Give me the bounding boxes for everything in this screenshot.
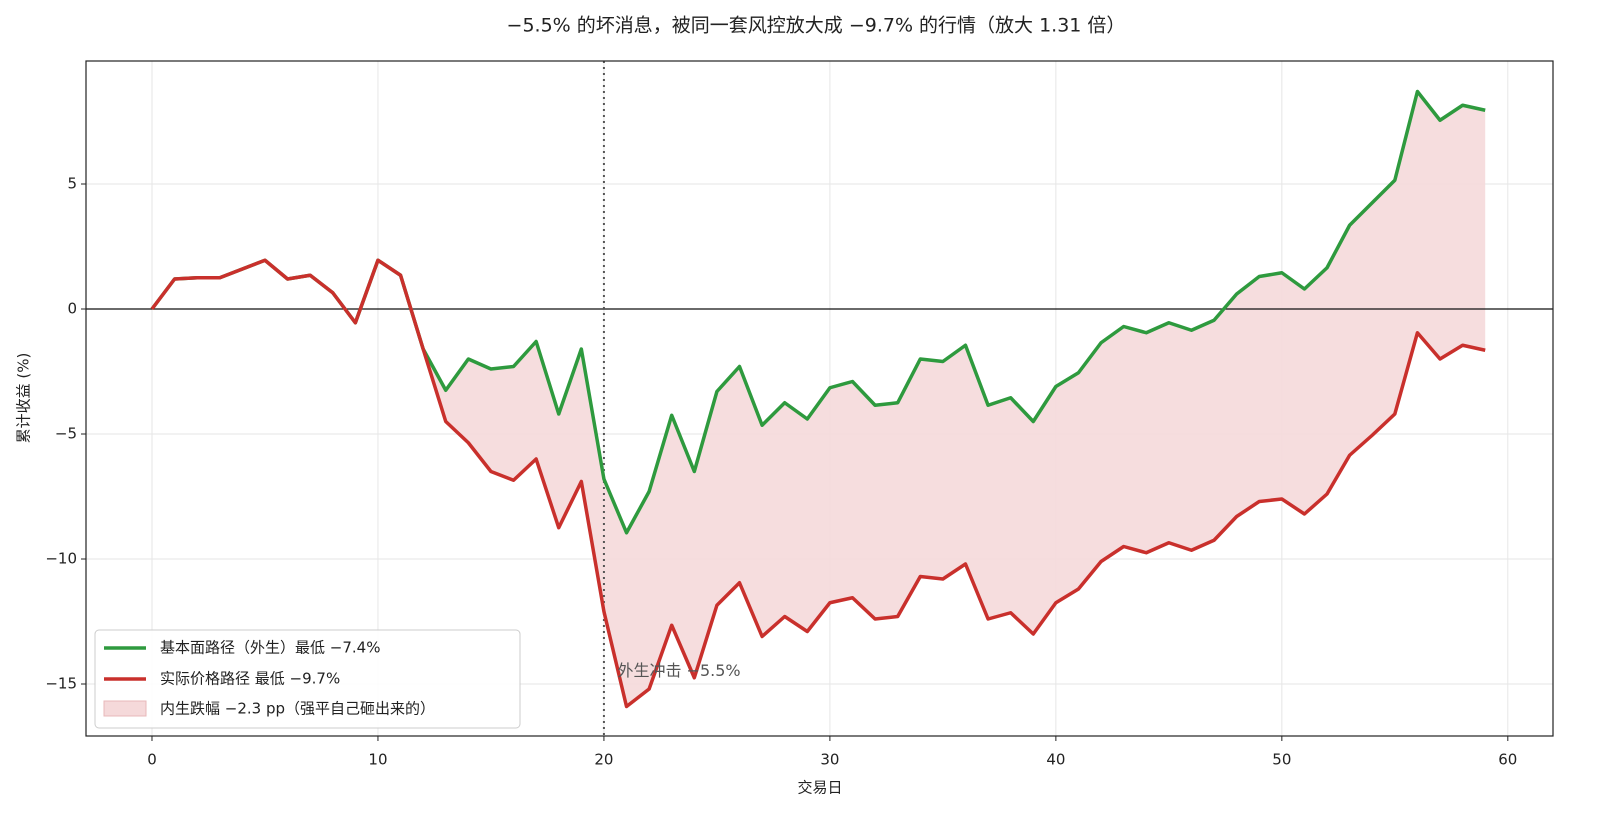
x-axis-label: 交易日: [797, 779, 842, 797]
legend-label: 基本面路径（外生）最低 −7.4%: [160, 639, 380, 657]
legend-label: 内生跌幅 −2.3 pp（强平自己砸出来的）: [160, 700, 435, 718]
annotation: 外生冲击 −5.5%: [617, 661, 740, 680]
x-tick-label: 10: [368, 751, 387, 769]
legend-swatch: [103, 700, 147, 717]
x-tick-label: 40: [1046, 751, 1065, 769]
y-axis-label: 累计收益 (%): [15, 353, 33, 444]
chart-title: −5.5% 的坏消息，被同一套风控放大成 −9.7% 的行情（放大 1.31 倍…: [507, 15, 1126, 37]
legend: 基本面路径（外生）最低 −7.4% 实际价格路径 最低 −9.7% 内生跌幅 −2.…: [94, 629, 521, 729]
y-tick-label: 5: [67, 175, 77, 193]
y-tick-label: 0: [67, 300, 77, 318]
fill-between-area: [151, 91, 1486, 707]
y-tick-label: −15: [45, 675, 77, 693]
x-tick-label: 0: [147, 751, 157, 769]
series-line: [150, 258, 1486, 709]
x-tick-label: 30: [820, 751, 839, 769]
plot-frame: [85, 60, 1554, 737]
x-tick-label: 20: [594, 751, 613, 769]
y-tick-label: −10: [45, 550, 77, 568]
x-tick-label: 60: [1498, 751, 1517, 769]
legend-box: [94, 629, 521, 729]
x-tick-label: 50: [1272, 751, 1291, 769]
legend-label: 实际价格路径 最低 −9.7%: [160, 670, 340, 688]
y-tick-label: −5: [55, 425, 77, 443]
